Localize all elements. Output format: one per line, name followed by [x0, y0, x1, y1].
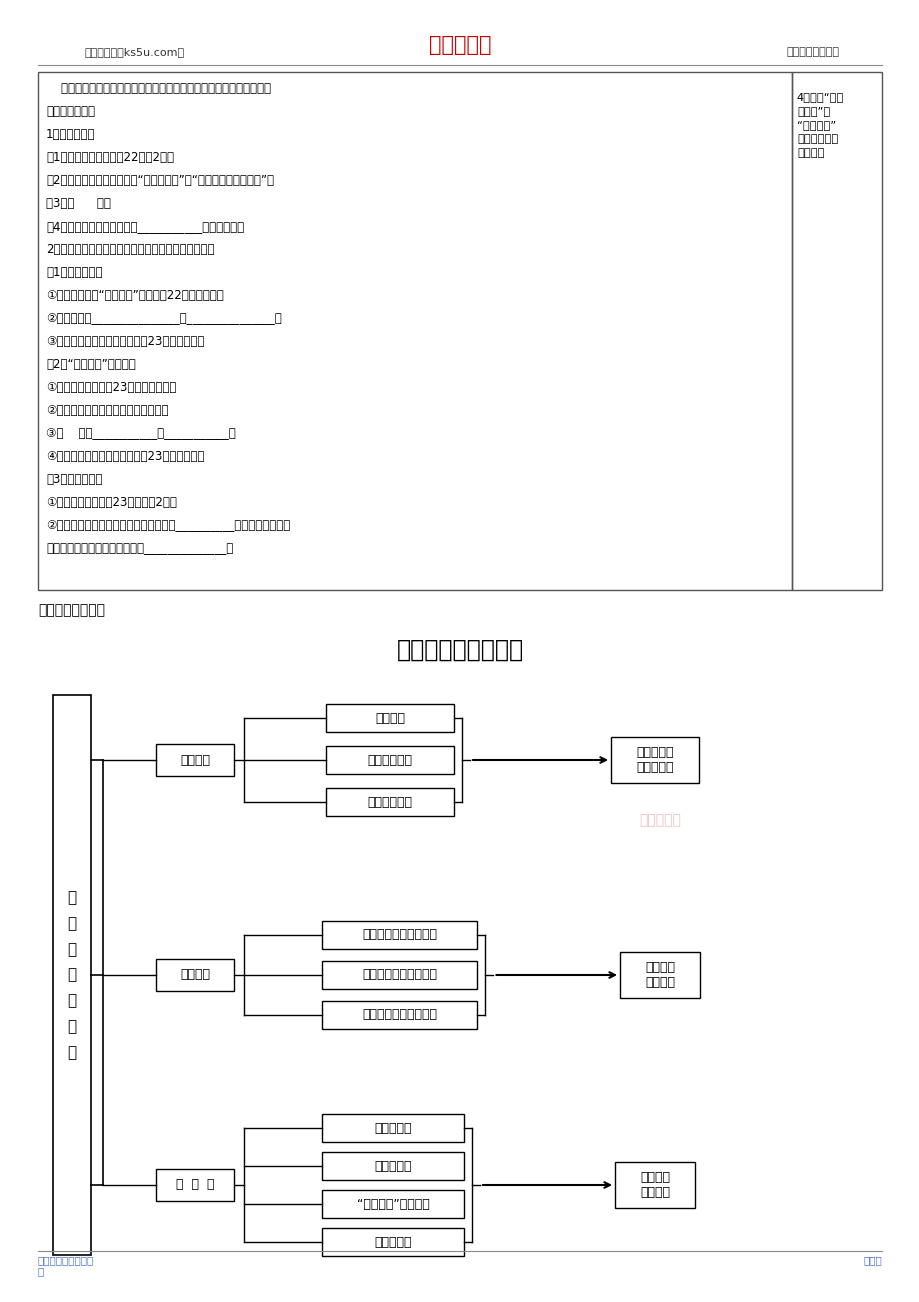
Text: （1）产生条件：（教甄22页第2段）: （1）产生条件：（教甄22页第2段） — [46, 151, 174, 164]
Text: 中  国  化: 中 国 化 — [176, 1178, 214, 1191]
Bar — [38, 72, 791, 590]
Bar — [791, 72, 881, 590]
Text: ②理论主题：_______________、_______________。: ②理论主题：_______________、_______________。 — [46, 312, 281, 326]
Text: 唯物论和辩证法的统一: 唯物论和辩证法的统一 — [362, 928, 437, 941]
Text: ②主要贡献：（扣住回答了什么问题）: ②主要贡献：（扣住回答了什么问题） — [46, 404, 168, 417]
Text: “三个代表”重要思想: “三个代表”重要思想 — [357, 1198, 429, 1211]
Bar — [325, 788, 453, 816]
Text: ①主要贡献：（“两个如何”）（教甄22页最后一段）: ①主要贡献：（“两个如何”）（教甄22页最后一段） — [46, 289, 223, 302]
Text: ①主要贡献：（教甄23页正文第2段）: ①主要贡献：（教甄23页正文第2段） — [46, 496, 176, 509]
Bar — [323, 961, 477, 990]
Text: 是时代发展
的必然产物: 是时代发展 的必然产物 — [636, 746, 673, 773]
Bar — [53, 695, 91, 1255]
Text: （4）活的灵魂：实事求是、___________、独立自主。: （4）活的灵魂：实事求是、___________、独立自主。 — [46, 220, 244, 233]
Text: 科学发展观: 科学发展观 — [374, 1236, 412, 1249]
Text: （3）精      髓：: （3）精 髓： — [46, 197, 111, 210]
Text: 2、中国特色社会主义理论体系（注意：是最新成果）: 2、中国特色社会主义理论体系（注意：是最新成果） — [46, 243, 214, 256]
Bar — [322, 1190, 463, 1217]
Text: 科学性和革命性的统一: 科学性和革命性的统一 — [362, 1009, 437, 1022]
Text: 自然观和历史观的统一: 自然观和历史观的统一 — [362, 969, 437, 982]
Text: 基本特征: 基本特征 — [180, 969, 210, 982]
Text: 邓小平理论: 邓小平理论 — [374, 1160, 412, 1173]
Bar — [614, 1161, 694, 1208]
Bar — [156, 960, 233, 991]
Text: 自然科学基础: 自然科学基础 — [367, 754, 412, 767]
Text: 高考资源网（ks5u.com）: 高考资源网（ks5u.com） — [85, 47, 185, 57]
Text: （3）科学发展观: （3）科学发展观 — [46, 473, 102, 486]
Text: 直接理论来源: 直接理论来源 — [367, 796, 412, 809]
Text: （1）邓小平理论: （1）邓小平理论 — [46, 266, 102, 279]
Text: 二、知识结构体系: 二、知识结构体系 — [38, 603, 105, 617]
Text: 马克思主义哲学中国化的重大理论成果：毛泽东思想、中国特色社会: 马克思主义哲学中国化的重大理论成果：毛泽东思想、中国特色社会 — [46, 82, 271, 95]
Bar — [619, 952, 699, 999]
Text: 统一于实
践为基础: 统一于实 践为基础 — [644, 961, 675, 990]
Bar — [156, 743, 233, 776]
Bar — [325, 704, 453, 732]
Text: 高考资源网版权所有
究: 高考资源网版权所有 究 — [38, 1255, 94, 1276]
Text: 4、比较“邓小
平理论”和
“三个代表”
重要思想的主
要贡献。: 4、比较“邓小 平理论”和 “三个代表” 重要思想的主 要贡献。 — [796, 92, 844, 158]
Text: ④集中概括为：三个代表（教甄23页相关链接）: ④集中概括为：三个代表（教甄23页相关链接） — [46, 450, 204, 464]
Text: ②理论地位：是我国经济社会发展的重要__________，是发展中国特色: ②理论地位：是我国经济社会发展的重要__________，是发展中国特色 — [46, 519, 289, 533]
Text: 高考资源网: 高考资源网 — [639, 812, 680, 827]
Text: 社会主义必须坚持和贯彻的重大______________。: 社会主义必须坚持和贯彻的重大______________。 — [46, 542, 233, 555]
Bar — [610, 737, 698, 783]
Text: （2）主要贡献：（关键词：“研究和概括”、“理论原则和经验总结”）: （2）主要贡献：（关键词：“研究和概括”、“理论原则和经验总结”） — [46, 174, 274, 187]
Text: （2）“三个代表”重要思想: （2）“三个代表”重要思想 — [46, 358, 136, 371]
Bar — [323, 921, 477, 949]
Text: 产生条件: 产生条件 — [180, 754, 210, 767]
Bar — [322, 1228, 463, 1256]
Text: ①产生基础：（教甄23页正文第一段）: ①产生基础：（教甄23页正文第一段） — [46, 381, 176, 395]
Bar — [156, 1169, 233, 1200]
Text: 毛泽东思想: 毛泽东思想 — [374, 1121, 412, 1134]
Text: 1、毛泽东思想: 1、毛泽东思想 — [46, 128, 96, 141]
Text: 马
克
思
主
义
哲
学: 马 克 思 主 义 哲 学 — [67, 891, 76, 1060]
Text: ③哲学思想的主要内容：（教甄23页相关链接）: ③哲学思想的主要内容：（教甄23页相关链接） — [46, 335, 204, 348]
Bar — [322, 1152, 463, 1180]
Text: 高考资源网: 高考资源网 — [428, 35, 491, 55]
Text: ③本    质：___________、___________。: ③本 质：___________、___________。 — [46, 427, 235, 440]
Bar — [325, 746, 453, 773]
Bar — [323, 1001, 477, 1029]
Text: 侵权必: 侵权必 — [862, 1255, 881, 1266]
Bar — [322, 1115, 463, 1142]
Text: 一脉相承
与时俣进: 一脉相承 与时俣进 — [640, 1170, 669, 1199]
Text: 哲学史上的伟大变革: 哲学史上的伟大变革 — [396, 638, 523, 661]
Text: 阶级基础: 阶级基础 — [375, 711, 404, 724]
Text: 主义理论体系。: 主义理论体系。 — [46, 105, 95, 118]
Text: 您身边的高考专家: 您身边的高考专家 — [786, 47, 839, 57]
